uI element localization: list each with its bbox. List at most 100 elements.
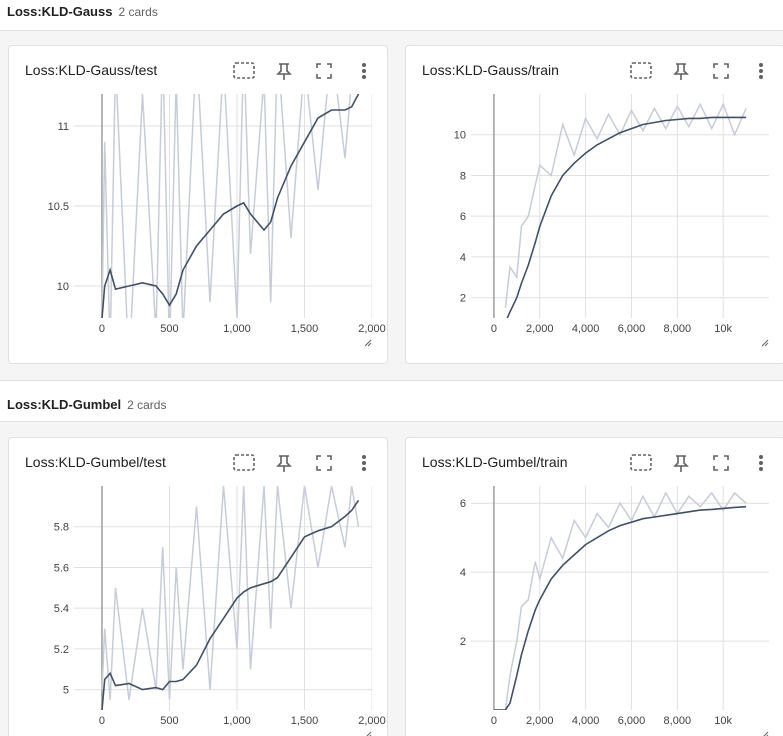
menu-dot: [362, 467, 366, 471]
card: Loss:KLD-Gauss/test 10 10.5 11 0 500 1,000 1,50…: [8, 45, 388, 364]
pin-button[interactable]: [673, 63, 689, 80]
x-tick-label: 8,000: [664, 715, 692, 727]
pin-button[interactable]: [276, 63, 292, 80]
x-tick-label: 1,500: [291, 715, 319, 727]
smoothed-line: [101, 94, 360, 318]
x-tick-label: 2,000: [358, 715, 386, 727]
menu-dot: [362, 455, 366, 459]
fullscreen-button[interactable]: [713, 63, 729, 79]
resize-handle[interactable]: [364, 339, 372, 347]
x-tick-label: 2,000: [358, 323, 386, 335]
y-tick-label: 11: [58, 121, 69, 133]
pin-button[interactable]: [276, 455, 292, 472]
raw-line: [493, 491, 747, 710]
section-header: Loss:KLD-Gumbel 2 cards: [0, 380, 783, 422]
y-tick-label: 6: [460, 498, 466, 510]
menu-dot: [362, 461, 366, 465]
raw-line: [101, 486, 360, 700]
y-tick-label: 6: [460, 211, 466, 223]
x-tick-label: 4,000: [572, 715, 600, 727]
card: Loss:KLD-Gumbel/test 5 5.2 5.4 5.6 5.8 0 500 1,0…: [8, 437, 388, 736]
smoothed-line: [101, 499, 360, 710]
section-title: Loss:KLD-Gauss 2 cards: [7, 4, 158, 19]
x-tick-label: 4,000: [572, 323, 600, 335]
section-title: Loss:KLD-Gumbel 2 cards: [7, 397, 166, 412]
card-toolbar: [233, 454, 332, 472]
menu-dot: [759, 63, 763, 67]
raw-line: [101, 94, 359, 318]
y-tick-label: 4: [460, 252, 466, 264]
card-count: 2 cards: [118, 5, 158, 19]
card: Loss:KLD-Gauss/train 2 4 6 8 10 0 2,000 4,000 6,0…: [405, 45, 783, 364]
section-title-text: Loss:KLD-Gauss: [7, 4, 113, 19]
x-tick-label: 500: [160, 323, 178, 335]
x-tick-label: 1,000: [223, 323, 251, 335]
plot: [74, 94, 372, 318]
y-tick-label: 5.4: [54, 603, 69, 615]
card-title: Loss:KLD-Gauss/train: [422, 62, 559, 78]
y-tick-label: 10: [57, 281, 69, 293]
plot: [471, 486, 769, 710]
more-menu-button[interactable]: [362, 455, 366, 471]
resize-handle[interactable]: [762, 731, 769, 736]
card-count: 2 cards: [127, 398, 167, 412]
y-tick-label: 5: [63, 685, 69, 697]
x-tick-label: 0: [99, 715, 105, 727]
y-tick-label: 2: [460, 293, 466, 305]
fullscreen-button[interactable]: [316, 63, 332, 79]
fit-domain-button[interactable]: [233, 62, 255, 79]
x-tick-label: 1,500: [291, 323, 319, 335]
fit-domain-button[interactable]: [630, 454, 652, 471]
x-tick-label: 2,000: [526, 323, 554, 335]
section-title-text: Loss:KLD-Gumbel: [7, 397, 122, 412]
x-tick-label: 2,000: [526, 715, 554, 727]
y-tick-label: 2: [460, 636, 466, 648]
resize-handle[interactable]: [761, 339, 769, 347]
card-canvas: Loss:KLD-Gumbel/train 2 4 6 0 2,000 4,000 6,000…: [422, 454, 769, 736]
menu-dot: [759, 75, 763, 79]
menu-dot: [362, 75, 366, 79]
fit-domain-button[interactable]: [630, 62, 652, 79]
card-toolbar: [630, 454, 729, 472]
menu-dot: [362, 63, 366, 67]
y-tick-label: 10: [454, 130, 466, 142]
card-canvas: Loss:KLD-Gauss/train 2 4 6 8 10 0 2,000 4,000 6,0…: [422, 62, 769, 347]
menu-dot: [759, 69, 763, 73]
pin-button[interactable]: [673, 455, 689, 472]
y-tick-label: 5.8: [54, 522, 69, 534]
more-menu-button[interactable]: [759, 63, 763, 79]
x-tick-label: 0: [491, 323, 497, 335]
x-tick-label: 0: [491, 715, 497, 727]
x-tick-label: 0: [99, 323, 105, 335]
y-tick-label: 5.2: [54, 644, 69, 656]
fit-domain-button[interactable]: [233, 454, 255, 471]
card-title: Loss:KLD-Gumbel/test: [25, 454, 166, 470]
card: Loss:KLD-Gumbel/train 2 4 6 0 2,000 4,000 6,000…: [405, 437, 783, 736]
card-canvas: Loss:KLD-Gumbel/test 5 5.2 5.4 5.6 5.8 0 500 1,0…: [25, 454, 386, 736]
resize-handle[interactable]: [365, 731, 372, 736]
y-tick-label: 8: [460, 170, 466, 182]
menu-dot: [759, 467, 763, 471]
y-tick-label: 4: [460, 567, 466, 579]
x-tick-label: 1,000: [223, 715, 251, 727]
card-title: Loss:KLD-Gauss/test: [25, 62, 157, 78]
y-tick-label: 10.5: [48, 201, 69, 213]
card-toolbar: [630, 62, 729, 80]
x-tick-label: 10k: [714, 715, 732, 727]
menu-dot: [759, 455, 763, 459]
more-menu-button[interactable]: [759, 455, 763, 471]
section-header: Loss:KLD-Gauss 2 cards: [0, 0, 783, 31]
menu-dot: [759, 461, 763, 465]
x-tick-label: 10k: [714, 323, 732, 335]
x-tick-label: 6,000: [618, 323, 646, 335]
menu-dot: [362, 69, 366, 73]
fullscreen-button[interactable]: [713, 455, 729, 471]
smoothed-line: [493, 505, 747, 710]
more-menu-button[interactable]: [362, 63, 366, 79]
plot: [74, 486, 372, 710]
card-toolbar: [233, 62, 332, 80]
fullscreen-button[interactable]: [316, 455, 332, 471]
raw-line: [504, 102, 747, 308]
card-canvas: Loss:KLD-Gauss/test 10 10.5 11 0 500 1,000 1,50…: [25, 62, 386, 347]
